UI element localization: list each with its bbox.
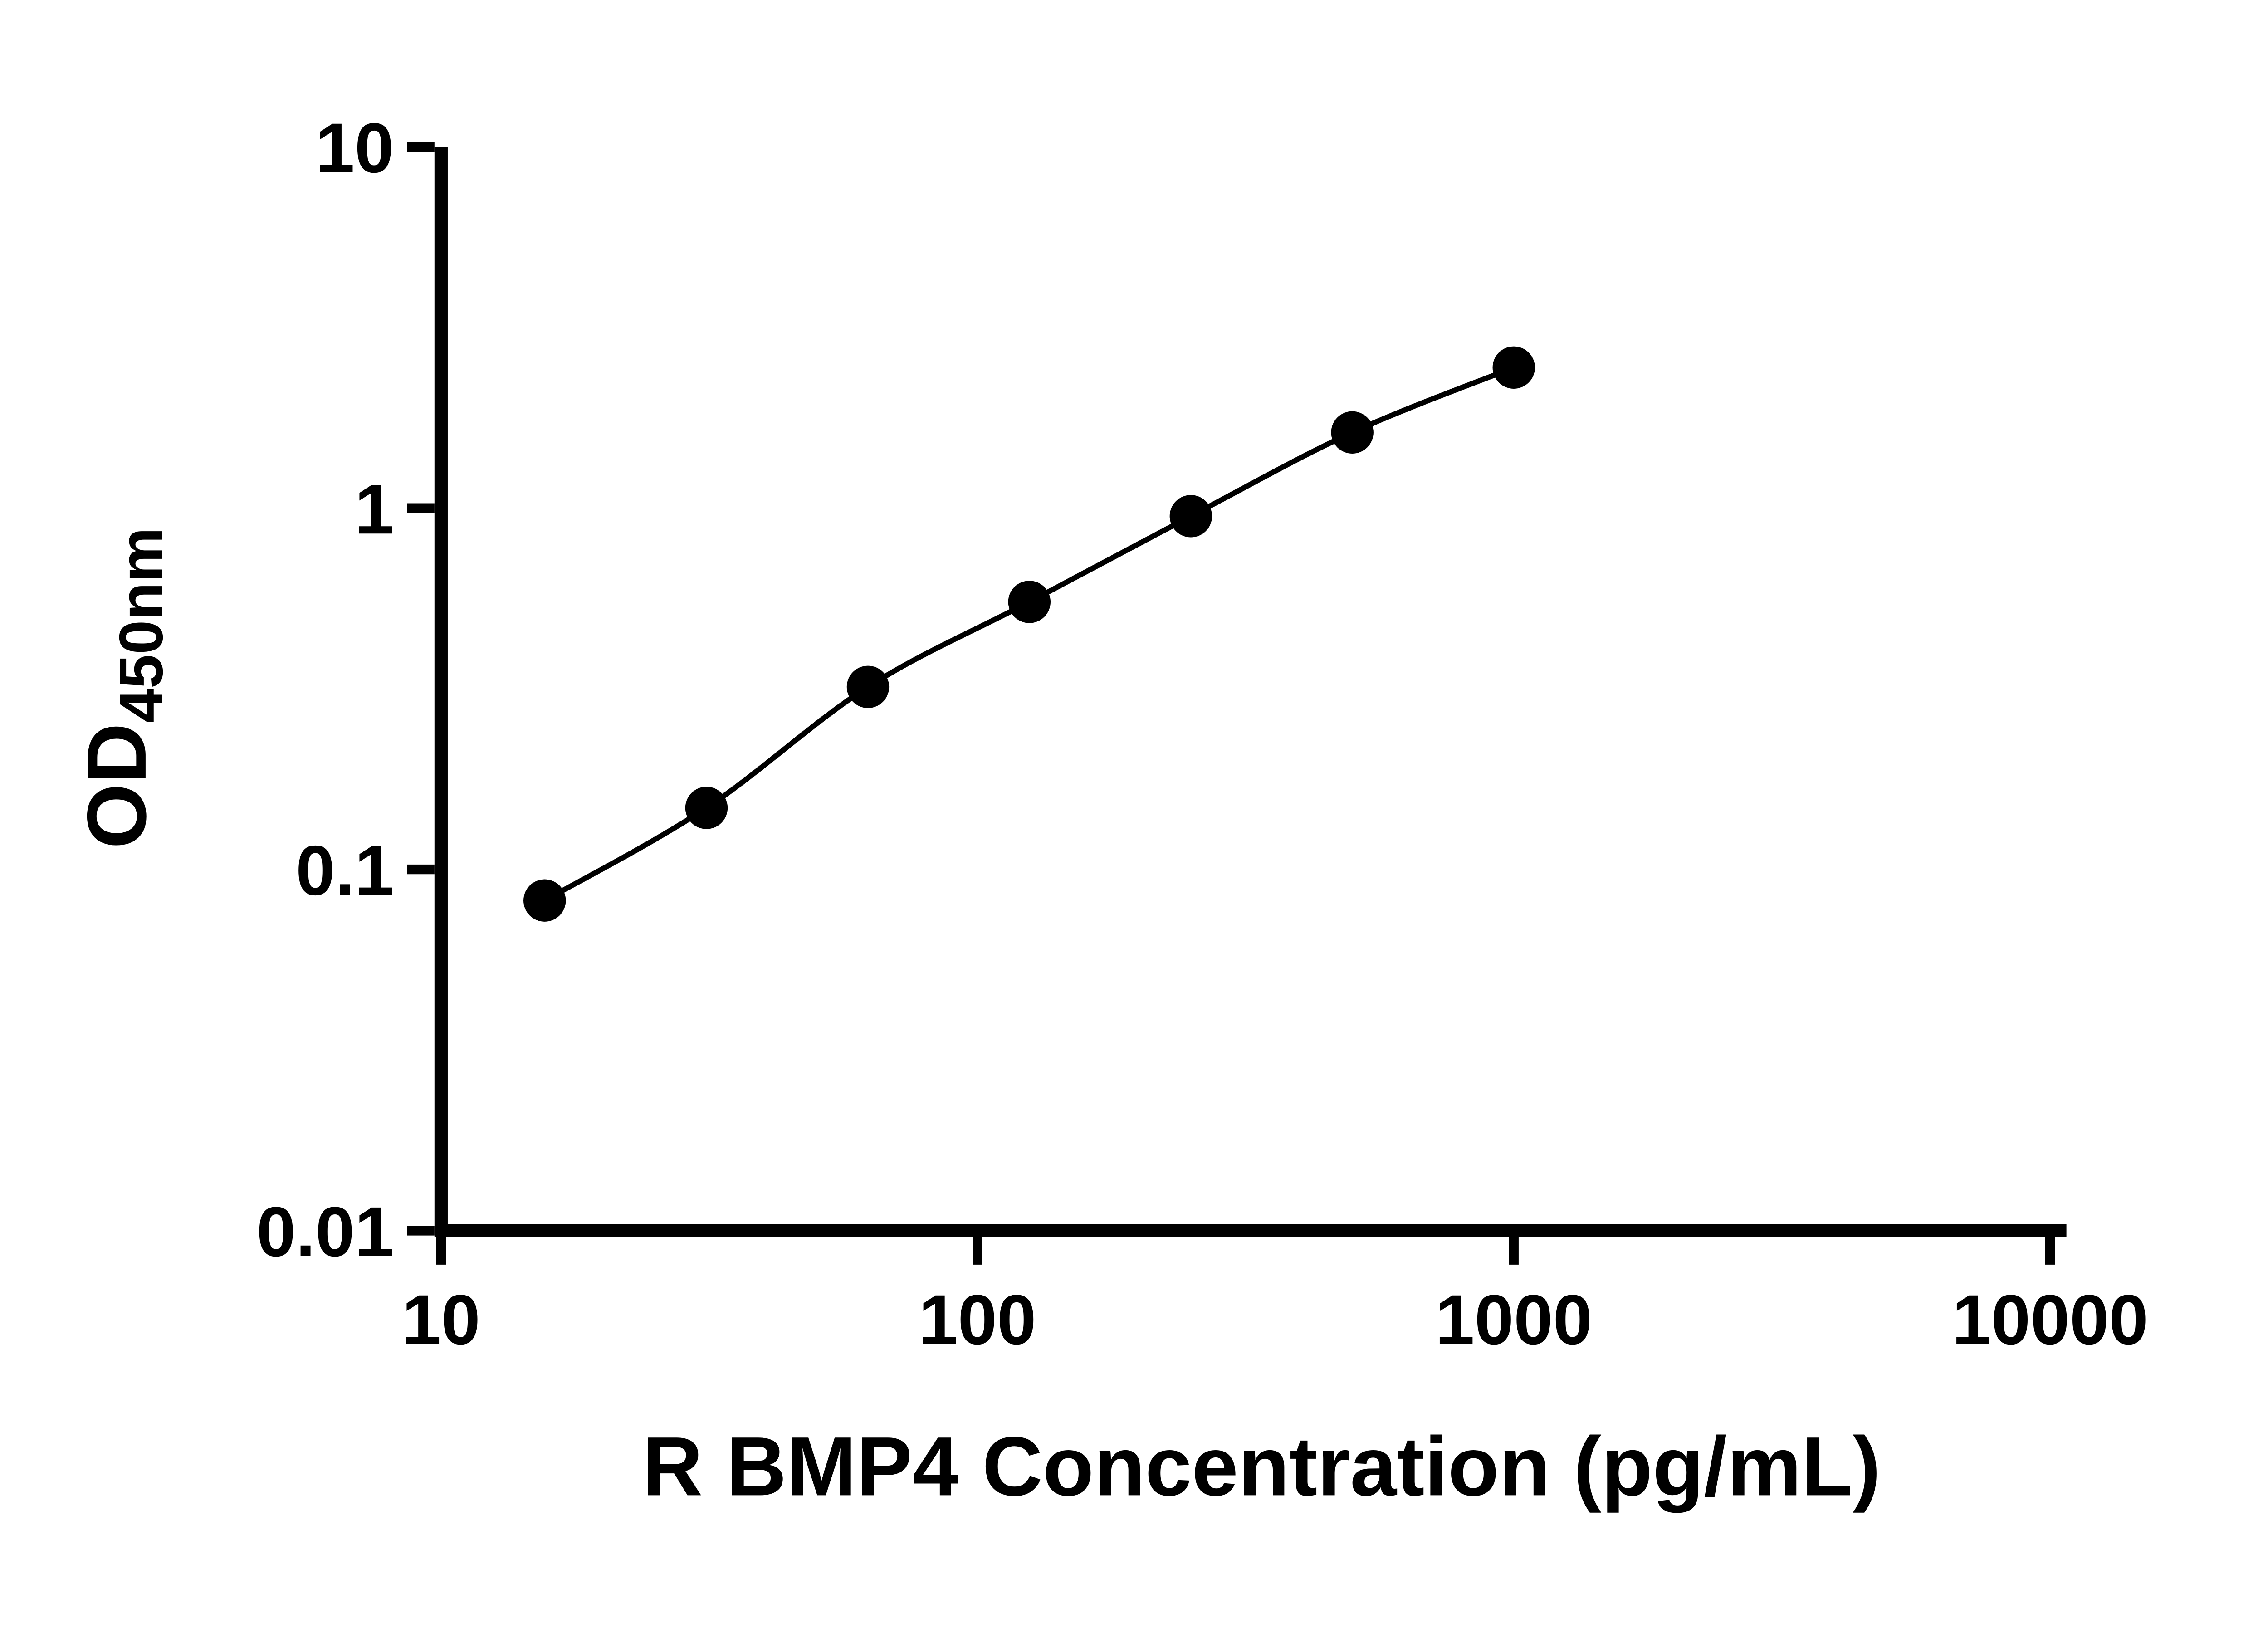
- data-point-marker: [1492, 346, 1535, 389]
- x-axis-title: R BMP4 Concentration (pg/mL): [642, 1420, 1881, 1513]
- chart-canvas: 10 1 0.1 0.01 10 100 1000 10000 R BMP4 Concent…: [70, 108, 2148, 1514]
- series-data-points: [523, 346, 1535, 922]
- data-point-marker: [846, 665, 890, 708]
- data-point-marker: [1169, 495, 1212, 538]
- x-tick-label: 10: [402, 1280, 480, 1359]
- page-root: 10 1 0.1 0.01 10 100 1000 10000 R BMP4 Concent…: [70, 108, 2148, 1514]
- x-tick-label: 100: [919, 1280, 1036, 1359]
- y-tick-label: 10: [315, 108, 394, 187]
- axis-spine: [434, 147, 2067, 1237]
- y-tick-label: 0.1: [296, 831, 394, 910]
- x-axis-ticks: [436, 1237, 2055, 1265]
- standard-curve-figure: 10 1 0.1 0.01 10 100 1000 10000 R BMP4 Concent…: [70, 108, 2148, 1514]
- y-tick-label: 0.01: [257, 1192, 394, 1271]
- x-tick-label: 10000: [1952, 1280, 2148, 1359]
- y-axis-ticks: [407, 142, 435, 1236]
- data-point-marker: [1008, 581, 1051, 623]
- axes: [434, 147, 2067, 1237]
- y-tick-label: 1: [355, 469, 394, 548]
- x-tick-label: 1000: [1435, 1280, 1592, 1359]
- y-axis-tick-labels: 10 1 0.1 0.01: [257, 108, 394, 1271]
- data-point-marker: [685, 787, 728, 829]
- data-point-marker: [523, 879, 566, 922]
- y-axis-title: OD450nm: [70, 528, 176, 849]
- y-axis-title-main: OD: [70, 723, 164, 849]
- y-axis-title-subscript: 450nm: [107, 528, 176, 723]
- data-point-marker: [1331, 411, 1374, 454]
- x-axis-tick-labels: 10 100 1000 10000: [402, 1280, 2148, 1359]
